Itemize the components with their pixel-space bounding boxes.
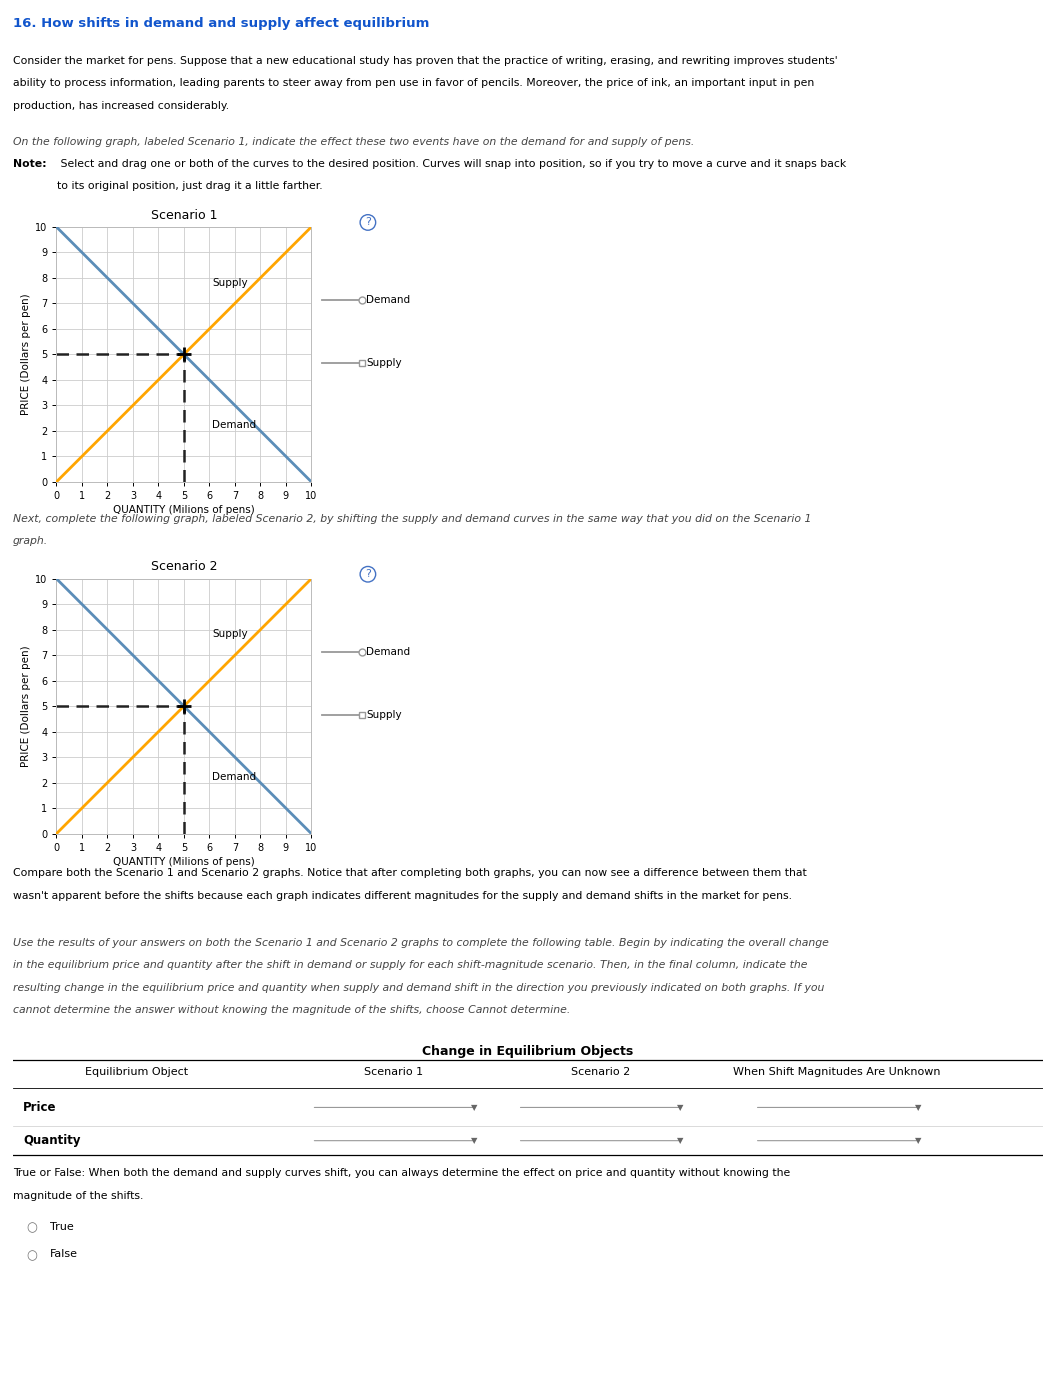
Text: Scenario 2: Scenario 2	[570, 1067, 629, 1076]
Text: ▼: ▼	[471, 1103, 477, 1113]
Text: Quantity: Quantity	[23, 1134, 80, 1148]
Text: Price: Price	[23, 1101, 56, 1114]
Text: resulting change in the equilibrium price and quantity when supply and demand sh: resulting change in the equilibrium pric…	[13, 983, 824, 993]
Title: Scenario 2: Scenario 2	[151, 560, 218, 574]
Text: Supply: Supply	[212, 278, 247, 288]
Text: Supply: Supply	[366, 359, 402, 369]
Text: ?: ?	[365, 218, 371, 228]
Text: Demand: Demand	[366, 646, 411, 656]
Text: Demand: Demand	[212, 420, 257, 430]
X-axis label: QUANTITY (Milions of pens): QUANTITY (Milions of pens)	[113, 857, 254, 867]
Text: cannot determine the answer without knowing the magnitude of the shifts, choose : cannot determine the answer without know…	[13, 1005, 570, 1015]
Text: ▼: ▼	[914, 1103, 921, 1113]
Text: ○: ○	[26, 1249, 37, 1262]
Text: 16. How shifts in demand and supply affect equilibrium: 16. How shifts in demand and supply affe…	[13, 17, 429, 29]
Text: Next, complete the following graph, labeled Scenario 2, by shifting the supply a: Next, complete the following graph, labe…	[13, 514, 811, 524]
Text: in the equilibrium price and quantity after the shift in demand or supply for ea: in the equilibrium price and quantity af…	[13, 960, 807, 970]
Text: ability to process information, leading parents to steer away from pen use in fa: ability to process information, leading …	[13, 78, 814, 88]
Text: Scenario 1: Scenario 1	[364, 1067, 423, 1076]
Text: ▼: ▼	[471, 1136, 477, 1145]
Text: graph.: graph.	[13, 536, 48, 546]
Text: True or False: When both the demand and supply curves shift, you can always dete: True or False: When both the demand and …	[13, 1168, 790, 1178]
Text: ▼: ▼	[678, 1136, 684, 1145]
Text: Demand: Demand	[366, 295, 411, 304]
Text: False: False	[50, 1249, 78, 1259]
X-axis label: QUANTITY (Milions of pens): QUANTITY (Milions of pens)	[113, 505, 254, 515]
Text: ?: ?	[365, 570, 371, 579]
Text: Supply: Supply	[212, 630, 247, 639]
Text: to its original position, just drag it a little farther.: to its original position, just drag it a…	[57, 181, 323, 191]
Text: Change in Equilibrium Objects: Change in Equilibrium Objects	[422, 1044, 634, 1058]
Text: ▼: ▼	[914, 1136, 921, 1145]
Text: Consider the market for pens. Suppose that a new educational study has proven th: Consider the market for pens. Suppose th…	[13, 56, 837, 66]
Text: production, has increased considerably.: production, has increased considerably.	[13, 101, 229, 110]
Text: Select and drag one or both of the curves to the desired position. Curves will s: Select and drag one or both of the curve…	[57, 159, 846, 169]
Text: Note:: Note:	[13, 159, 46, 169]
Text: True: True	[50, 1222, 73, 1231]
Text: Equilibrium Object: Equilibrium Object	[84, 1067, 188, 1076]
Text: Use the results of your answers on both the Scenario 1 and Scenario 2 graphs to : Use the results of your answers on both …	[13, 938, 829, 948]
Text: wasn't apparent before the shifts because each graph indicates different magnitu: wasn't apparent before the shifts becaus…	[13, 891, 792, 900]
Text: Supply: Supply	[366, 711, 402, 720]
Title: Scenario 1: Scenario 1	[151, 208, 218, 222]
Text: On the following graph, labeled Scenario 1, indicate the effect these two events: On the following graph, labeled Scenario…	[13, 137, 694, 147]
Y-axis label: PRICE (Dollars per pen): PRICE (Dollars per pen)	[21, 293, 31, 415]
Text: ○: ○	[26, 1222, 37, 1234]
Text: Demand: Demand	[212, 772, 257, 782]
Text: magnitude of the shifts.: magnitude of the shifts.	[13, 1191, 143, 1201]
Y-axis label: PRICE (Dollars per pen): PRICE (Dollars per pen)	[21, 645, 31, 766]
Text: Compare both the Scenario 1 and Scenario 2 graphs. Notice that after completing : Compare both the Scenario 1 and Scenario…	[13, 868, 807, 878]
Text: ▼: ▼	[678, 1103, 684, 1113]
Text: When Shift Magnitudes Are Unknown: When Shift Magnitudes Are Unknown	[734, 1067, 941, 1076]
